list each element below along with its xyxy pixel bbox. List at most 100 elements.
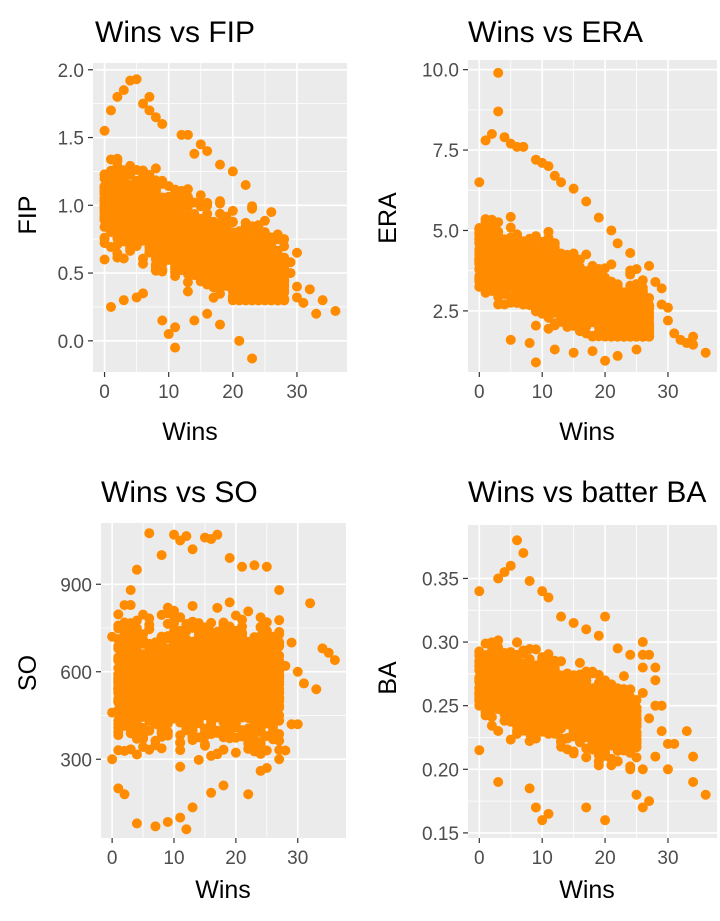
data-point	[493, 262, 504, 273]
data-point	[274, 615, 285, 626]
data-point	[157, 118, 168, 129]
data-point	[556, 294, 567, 305]
data-point	[272, 278, 283, 289]
data-point	[524, 249, 535, 260]
data-point	[144, 715, 155, 726]
data-point	[537, 157, 548, 168]
y-tick-label: 10.0	[422, 61, 459, 82]
data-point	[138, 98, 149, 109]
data-point	[182, 249, 193, 260]
data-point	[274, 692, 285, 703]
data-point	[574, 262, 585, 273]
data-point	[230, 747, 241, 758]
data-point	[202, 308, 213, 319]
data-point	[255, 725, 266, 736]
points	[107, 528, 340, 835]
data-point	[493, 106, 504, 117]
data-point	[224, 553, 235, 563]
data-point	[131, 680, 142, 691]
data-point	[227, 236, 238, 247]
data-point	[493, 67, 504, 78]
data-point	[656, 283, 667, 294]
data-point	[330, 306, 341, 317]
data-point	[144, 528, 155, 539]
data-point	[150, 740, 161, 751]
data-point	[144, 169, 155, 180]
data-point	[644, 320, 655, 331]
data-point	[150, 666, 161, 677]
data-point	[261, 660, 272, 671]
data-point	[105, 301, 116, 312]
data-point	[215, 208, 225, 219]
x-tick-label: 30	[287, 848, 308, 869]
y-tick-label: 600	[60, 663, 92, 684]
data-point	[107, 754, 118, 765]
data-point	[266, 233, 277, 244]
x-axis: 0 10 20 30	[474, 372, 679, 403]
data-point	[187, 544, 198, 555]
data-point	[99, 254, 110, 265]
data-point	[230, 722, 241, 733]
data-point	[512, 269, 523, 280]
data-point	[189, 269, 200, 280]
data-point	[267, 637, 278, 648]
data-point	[175, 691, 186, 702]
y-tick-label: 0.5	[58, 264, 84, 285]
data-point	[150, 638, 161, 649]
data-point	[199, 659, 210, 670]
data-point	[304, 284, 315, 295]
data-point	[182, 286, 193, 297]
data-point	[215, 319, 225, 330]
data-point	[600, 263, 611, 274]
x-tick-label: 20	[225, 848, 246, 869]
data-point	[234, 335, 245, 346]
data-point	[298, 678, 309, 689]
data-point	[227, 258, 238, 269]
data-point	[631, 264, 642, 275]
data-point	[512, 286, 523, 297]
data-point	[112, 91, 123, 102]
data-point	[113, 609, 124, 620]
data-point	[199, 697, 210, 708]
data-point	[237, 645, 248, 656]
data-point	[549, 344, 560, 355]
data-point	[247, 203, 258, 214]
data-point	[681, 338, 692, 349]
data-point	[562, 288, 573, 299]
data-point	[612, 329, 623, 340]
data-point	[644, 260, 655, 271]
data-point	[215, 196, 225, 207]
x-axis-title: Wins	[162, 418, 218, 446]
x-axis: 0 10 20 30	[99, 372, 308, 403]
data-point	[505, 211, 516, 222]
data-point	[119, 650, 130, 661]
panel-fip: 0.00.51.01.52.0 0 10 20 30 Wins vs FIP Wins…	[14, 16, 347, 446]
data-point	[261, 685, 272, 696]
y-tick-label: 300	[60, 750, 92, 771]
data-point	[237, 635, 248, 646]
data-point	[474, 238, 485, 249]
data-point	[118, 85, 129, 96]
data-point	[230, 700, 241, 711]
data-point	[329, 655, 340, 666]
data-point	[593, 327, 604, 338]
y-axis: 2.55.07.510.0	[422, 61, 468, 323]
data-point	[138, 638, 149, 649]
data-point	[181, 657, 192, 668]
data-point	[208, 236, 219, 247]
data-point	[189, 148, 200, 159]
data-point	[169, 605, 180, 616]
y-tick-label: 2.5	[433, 302, 459, 323]
data-point	[119, 682, 130, 693]
data-point	[150, 163, 161, 174]
data-point	[118, 166, 129, 177]
data-point	[688, 331, 699, 342]
data-point	[631, 317, 642, 328]
data-point	[253, 295, 264, 306]
data-point	[175, 812, 186, 823]
data-point	[182, 277, 193, 288]
data-point	[212, 661, 223, 672]
data-point	[650, 276, 661, 287]
data-point	[182, 256, 193, 267]
data-point	[99, 212, 110, 223]
